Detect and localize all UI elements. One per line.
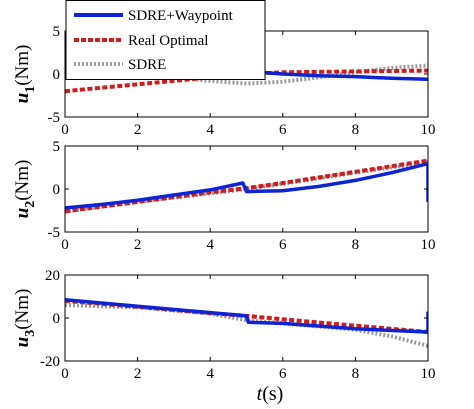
x-tick-label: 4 — [206, 237, 214, 253]
series-line-sdre-waypoint-2 — [65, 162, 428, 210]
y-axis-label-2: u2(Nm) — [12, 160, 38, 219]
x-tick-label: 2 — [134, 122, 142, 138]
y-tick-label: -5 — [48, 225, 61, 241]
y-tick-label: 0 — [53, 67, 61, 83]
x-axis-var: t — [257, 383, 263, 405]
legend-label-sdre: SDRE — [128, 57, 166, 73]
plot-area-2 — [65, 158, 428, 214]
x-tick-label: 2 — [134, 237, 142, 253]
svg-text:t(s): t(s) — [257, 383, 284, 405]
legend-label-sdre-waypoint: SDRE+Waypoint — [128, 8, 234, 24]
x-tick-label: 6 — [279, 237, 287, 253]
series-line-sdre-waypoint-3 — [65, 297, 428, 334]
y-tick-label: -5 — [48, 110, 61, 126]
x-tick-label: 0 — [61, 237, 69, 253]
x-axis-label: t(s) — [257, 383, 284, 405]
legend: SDRE+Waypoint Real Optimal SDRE — [65, 0, 266, 80]
x-tick-label: 0 — [61, 366, 69, 382]
x-tick-label: 10 — [421, 366, 436, 382]
x-tick-label: 6 — [279, 366, 287, 382]
x-tick-label: 6 — [279, 122, 287, 138]
x-tick-label: 8 — [352, 366, 360, 382]
x-axis-unit: (s) — [262, 383, 283, 405]
x-tick-label: 10 — [421, 237, 436, 253]
x-tick-label: 8 — [352, 122, 360, 138]
y-tick-label: 5 — [53, 24, 61, 40]
x-tick-label: 10 — [421, 122, 436, 138]
y-axis-label-1: u1(Nm) — [12, 45, 38, 104]
x-tick-label: 4 — [206, 366, 214, 382]
y-tick-label: 0 — [53, 311, 61, 327]
y-tick-label: 5 — [53, 139, 61, 155]
x-tick-label: 4 — [206, 122, 214, 138]
x-tick-label: 0 — [61, 122, 69, 138]
y-tick-label: 20 — [45, 268, 60, 284]
plot-area-3 — [65, 297, 428, 348]
y-tick-label: 0 — [53, 182, 61, 198]
legend-label-real-optimal: Real Optimal — [128, 33, 208, 49]
x-tick-label: 8 — [352, 237, 360, 253]
x-tick-label: 2 — [134, 366, 142, 382]
y-tick-label: -20 — [40, 354, 60, 370]
y-axis-label-3: u3(Nm) — [12, 289, 38, 348]
